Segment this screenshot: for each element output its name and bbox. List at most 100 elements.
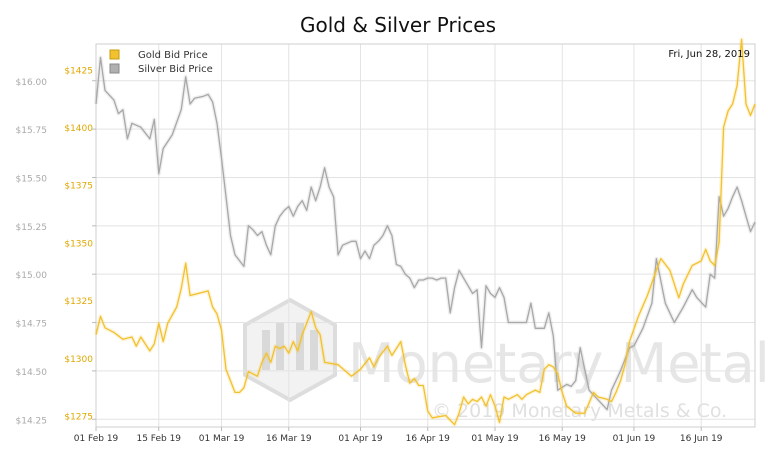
- silver-data-point: [172, 134, 173, 135]
- gold-data-point: [508, 399, 509, 400]
- gold-data-point: [275, 346, 276, 347]
- chart-title: Gold & Silver Prices: [300, 13, 496, 37]
- gold-data-point: [369, 357, 370, 358]
- silver-data-point: [683, 307, 684, 308]
- silver-data-point: [526, 322, 527, 323]
- silver-data-point: [598, 399, 599, 400]
- silver-data-point: [445, 278, 446, 279]
- silver-data-point: [122, 109, 123, 110]
- gold-data-point: [629, 341, 630, 342]
- gold-data-point: [669, 270, 670, 271]
- silver-data-point: [154, 119, 155, 120]
- silver-data-point: [194, 98, 195, 99]
- silver-data-point: [234, 254, 235, 255]
- watermark: Monetary Metals © 2019 Monetary Metals &…: [243, 297, 767, 422]
- gold-data-point: [562, 392, 563, 393]
- gold-data-point: [100, 316, 101, 317]
- gold-data-point: [432, 417, 433, 418]
- silver-data-point: [737, 187, 738, 188]
- gold-data-point: [620, 380, 621, 381]
- silver-data-point: [149, 138, 150, 139]
- silver-data-point: [499, 287, 500, 288]
- silver-data-point: [257, 235, 258, 236]
- gold-data-point: [647, 295, 648, 296]
- gold-data-point: [584, 413, 585, 414]
- silver-data-point: [409, 278, 410, 279]
- silver-data-point: [95, 103, 96, 104]
- gold-data-point: [373, 366, 374, 367]
- gold-data-point: [302, 334, 303, 335]
- x-axis-tick-label: 01 Mar 19: [199, 434, 245, 444]
- silver-data-point: [580, 347, 581, 348]
- gold-data-point: [338, 364, 339, 365]
- gold-data-point: [678, 297, 679, 298]
- silver-data-point: [557, 390, 558, 391]
- silver-data-point: [140, 127, 141, 128]
- silver-data-point: [494, 297, 495, 298]
- silver-data-point: [750, 231, 751, 232]
- silver-data-point: [696, 297, 697, 298]
- gold-data-point: [566, 406, 567, 407]
- gold-data-point: [503, 396, 504, 397]
- legend-swatch-gold: [109, 49, 120, 60]
- silver-data-point: [418, 279, 419, 280]
- gold-data-point: [477, 401, 478, 402]
- silver-data-point: [181, 109, 182, 110]
- silver-data-point: [351, 241, 352, 242]
- gold-data-point: [261, 362, 262, 363]
- silver-axis-tick-label: $14.75: [16, 320, 48, 330]
- silver-data-point: [158, 173, 159, 174]
- silver-data-point: [270, 254, 271, 255]
- silver-data-point: [243, 266, 244, 267]
- gold-data-point: [615, 392, 616, 393]
- silver-data-point: [369, 258, 370, 259]
- silver-data-point: [320, 187, 321, 188]
- gold-data-point: [575, 413, 576, 414]
- gold-data-point: [185, 263, 186, 264]
- silver-data-point: [754, 221, 755, 222]
- x-axis-tick-label: 01 Feb 19: [74, 434, 119, 444]
- gold-data-point: [279, 348, 280, 349]
- gold-data-point: [140, 336, 141, 337]
- gold-data-point: [208, 290, 209, 291]
- silver-data-point: [745, 216, 746, 217]
- gold-data-point: [181, 288, 182, 289]
- gold-data-point: [351, 376, 352, 377]
- plot-frame: [95, 43, 756, 428]
- silver-data-point: [642, 328, 643, 329]
- gold-data-point: [360, 369, 361, 370]
- silver-axis-tick-label: $15.75: [16, 126, 48, 136]
- gold-axis-tick-label: $1400: [64, 124, 93, 134]
- silver-data-point: [252, 229, 253, 230]
- legend-item-silver[interactable]: Silver Bid Price: [109, 63, 213, 75]
- gold-series-line: [95, 38, 756, 426]
- silver-data-point: [517, 322, 518, 323]
- gold-data-point: [723, 127, 724, 128]
- gold-data-point: [221, 330, 222, 331]
- silver-data-point: [553, 336, 554, 337]
- gold-data-point: [243, 387, 244, 388]
- silver-data-point: [275, 225, 276, 226]
- silver-axis-tick-label: $14.50: [16, 368, 48, 378]
- gold-axis-tick-label: $1275: [64, 412, 93, 422]
- silver-data-point: [382, 235, 383, 236]
- gold-data-point: [270, 362, 271, 363]
- silver-data-point: [373, 245, 374, 246]
- gold-axis-tick-label: $1350: [64, 239, 93, 249]
- legend-item-gold[interactable]: Gold Bid Price: [109, 49, 208, 61]
- gold-data-point: [423, 385, 424, 386]
- silver-data-point: [459, 270, 460, 271]
- silver-data-point: [306, 210, 307, 211]
- gold-data-point: [113, 332, 114, 333]
- gold-data-point: [454, 424, 455, 425]
- gold-data-point: [163, 341, 164, 342]
- silver-data-point: [225, 196, 226, 197]
- gold-data-point: [154, 343, 155, 344]
- silver-data-point: [212, 101, 213, 102]
- gold-data-point: [754, 103, 755, 104]
- silver-data-point: [221, 158, 222, 159]
- gold-data-point: [315, 327, 316, 328]
- gold-data-point: [104, 327, 105, 328]
- silver-data-point: [288, 206, 289, 207]
